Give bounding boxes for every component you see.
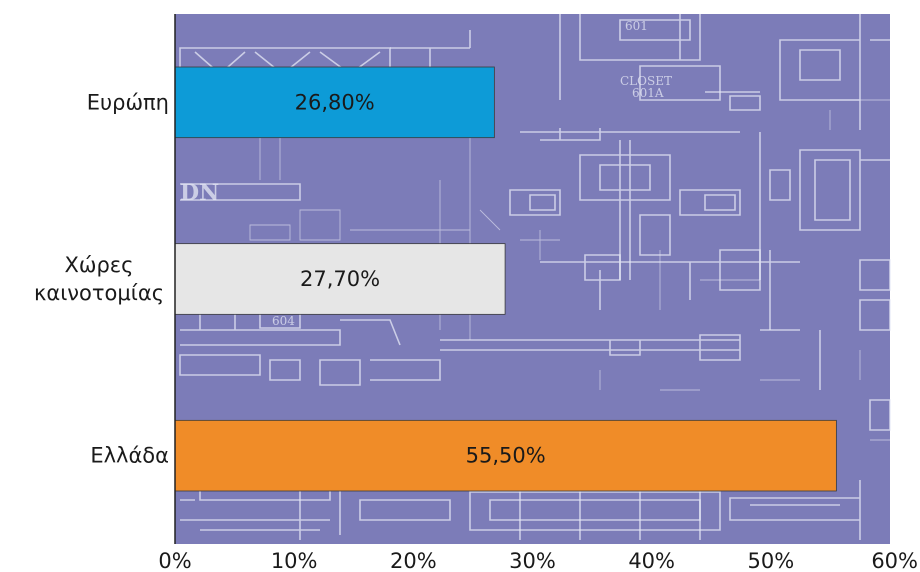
data-labels-layer: 26,80% 27,70% 55,50% xyxy=(295,90,546,467)
y-tick-label-2: Χώρες καινοτομίας xyxy=(34,253,164,305)
x-tick-labels: 0% 10% 20% 30% 40% 50% 60% xyxy=(158,549,918,572)
svg-text:DN: DN xyxy=(180,180,219,206)
bar-2 xyxy=(174,243,506,315)
svg-text:601A: 601A xyxy=(632,86,664,100)
bar-3 xyxy=(174,419,837,492)
y-tick-label-line: Χώρες xyxy=(65,253,134,277)
bar-1 xyxy=(174,66,495,139)
svg-text:CLOSET: CLOSET xyxy=(620,74,672,88)
data-label-1: 26,80% xyxy=(295,90,375,114)
y-tick-label-line: Ευρώπη xyxy=(87,90,169,114)
x-tick-label-5: 50% xyxy=(747,549,794,572)
y-tick-label-1: Ευρώπη xyxy=(87,90,169,114)
y-tick-labels: Ευρώπη Χώρες καινοτομίας Ελλάδα xyxy=(34,90,169,467)
x-tick-label-3: 30% xyxy=(509,549,556,572)
svg-text:601: 601 xyxy=(625,19,648,33)
data-label-2: 27,70% xyxy=(300,267,380,291)
x-tick-label-2: 20% xyxy=(390,549,437,572)
svg-text:604: 604 xyxy=(272,314,295,328)
y-tick-label-3: Ελλάδα xyxy=(90,444,169,468)
x-tick-label-6: 60% xyxy=(871,549,918,572)
x-tick-label-1: 10% xyxy=(271,549,318,572)
y-tick-label-line: Ελλάδα xyxy=(90,444,169,468)
x-tick-label-4: 40% xyxy=(628,549,675,572)
data-label-3: 55,50% xyxy=(466,444,546,468)
x-tick-label-0: 0% xyxy=(158,549,191,572)
y-tick-label-line: καινοτομίας xyxy=(34,281,164,305)
bars-layer xyxy=(174,66,837,492)
